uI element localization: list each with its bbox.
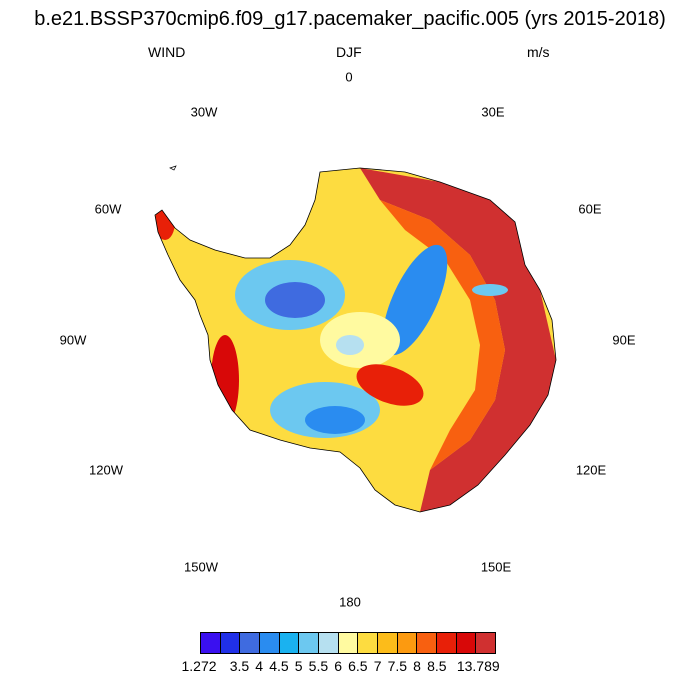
colorbar-tick-label: 5.5	[308, 658, 329, 674]
lon-label-120w: 120W	[89, 462, 123, 478]
field-ross-core	[305, 406, 365, 434]
colorbar-cell	[437, 633, 457, 653]
field-pole-core	[336, 335, 364, 355]
colorbar-tick-label: 7	[373, 658, 382, 674]
colorbar-tick-label: 4	[255, 658, 264, 674]
colorbar-cell	[476, 633, 496, 653]
lon-label-120e: 120E	[575, 462, 607, 478]
lon-label-150e: 150E	[480, 559, 512, 575]
season-label: DJF	[336, 44, 362, 60]
colorbar-cell	[319, 633, 339, 653]
colorbar-tick-label: 5	[294, 658, 303, 674]
lon-label-0: 0	[345, 69, 353, 85]
colorbar-tick-label: 8.5	[427, 658, 447, 674]
colorbar-cell	[299, 633, 320, 653]
colorbar-tick-label: 1.272	[181, 658, 217, 674]
field-amery	[472, 284, 508, 296]
colorbar-cell	[201, 633, 221, 653]
lon-label-150w: 150W	[184, 559, 218, 575]
lon-label-90w: 90W	[59, 332, 87, 348]
lon-label-30w: 30W	[190, 104, 218, 120]
colorbar-cell	[338, 633, 359, 653]
field-peninsula-tip	[155, 204, 175, 240]
units-label: m/s	[527, 44, 550, 60]
lon-label-60e: 60E	[578, 201, 602, 217]
colorbar-cell	[417, 633, 438, 653]
variable-label: WIND	[148, 44, 186, 60]
colorbar-tick-label: 8	[413, 658, 421, 674]
plot-title: b.e21.BSSP370cmip6.f09_g17.pacemaker_pac…	[34, 8, 666, 30]
field-transantarctic	[356, 364, 424, 406]
wind-field	[155, 168, 556, 512]
field-ronne-core	[265, 282, 325, 318]
lon-label-60w: 60W	[94, 201, 122, 217]
colorbar-tick-label: 7.5	[387, 658, 408, 674]
colorbar-cell	[279, 633, 300, 653]
lon-label-90e: 90E	[612, 332, 636, 348]
colorbar-cell	[220, 633, 241, 653]
island-outline	[169, 165, 177, 171]
colorbar-cell	[260, 633, 280, 653]
field-east-interior	[382, 244, 448, 356]
colorbar	[200, 632, 496, 654]
colorbar-cell	[456, 633, 477, 653]
colorbar-tick-label: 4.5	[269, 658, 289, 674]
colorbar-cell	[397, 633, 418, 653]
colorbar-tick-label: 6.5	[348, 658, 368, 674]
colorbar-cell	[358, 633, 379, 653]
colorbar-cell	[378, 633, 398, 653]
colorbar-tick-label: 3.5	[229, 658, 250, 674]
colorbar-tick-label: 13.789	[456, 658, 500, 674]
lon-label-30e: 30E	[481, 104, 505, 120]
field-coast-east	[360, 168, 556, 512]
field-slope-east	[380, 200, 505, 470]
field-amundsen-coast	[211, 335, 239, 425]
lon-label-180: 180	[339, 594, 361, 610]
colorbar-cell	[240, 633, 261, 653]
colorbar-tick-label: 6	[334, 658, 343, 674]
